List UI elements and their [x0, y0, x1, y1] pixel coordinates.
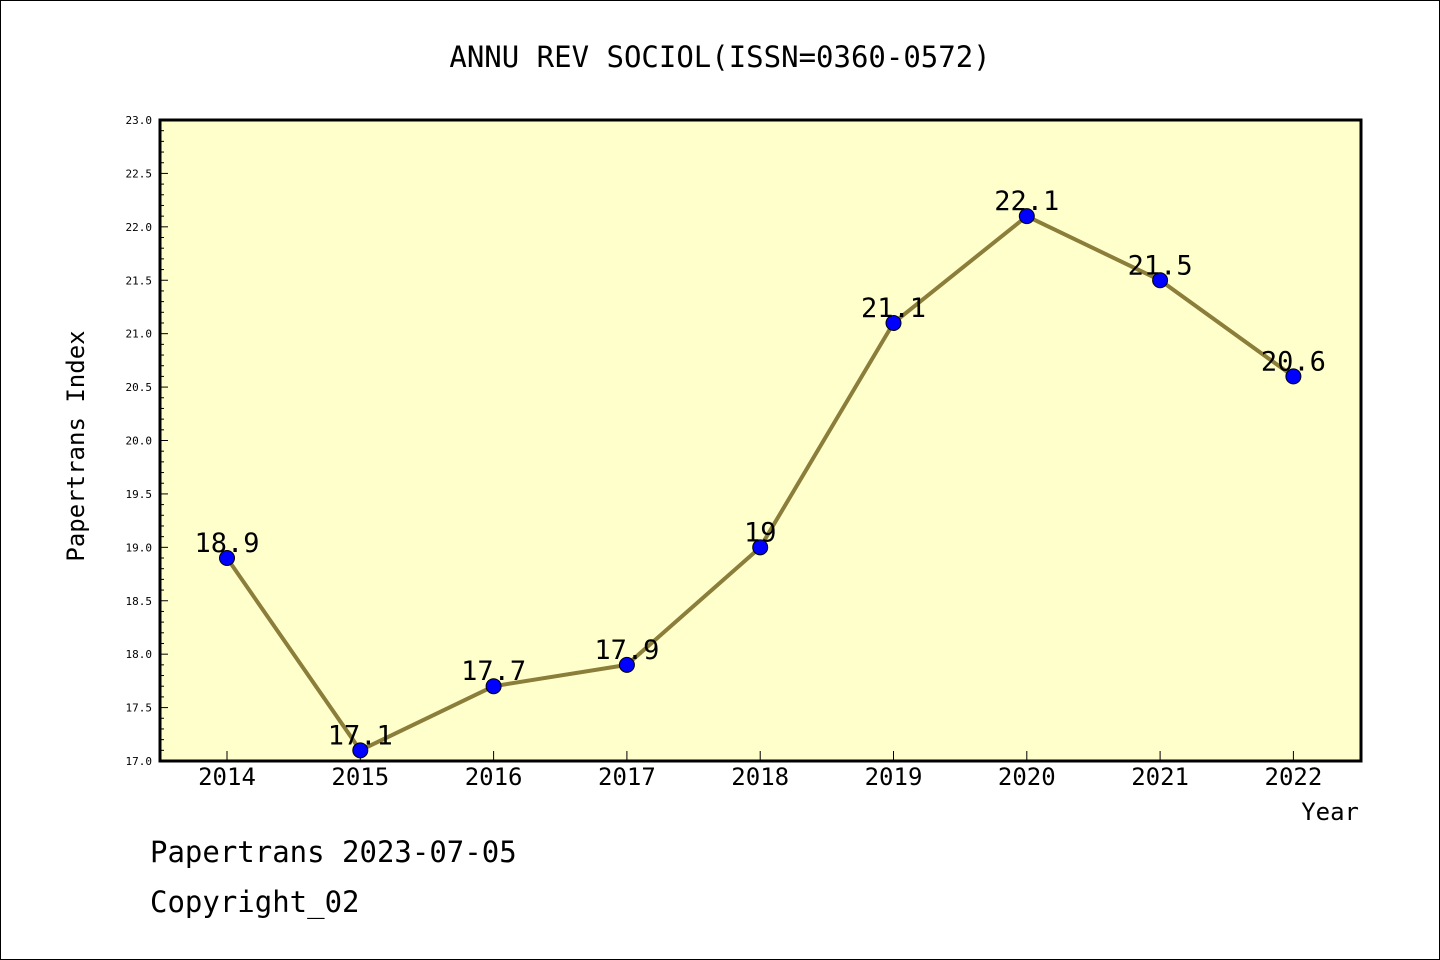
data-label: 19: [744, 517, 777, 548]
data-point: [219, 550, 235, 567]
y-tick-label: 17.5: [126, 702, 153, 715]
x-tick-label: 2018: [731, 763, 789, 791]
data-label: 22.1: [994, 186, 1059, 217]
data-point: [352, 742, 369, 759]
x-tick-label: 2020: [998, 763, 1056, 791]
y-axis-label: Papertrans Index: [62, 330, 90, 561]
y-tick-label: 23.0: [126, 114, 153, 127]
data-point: [485, 678, 502, 695]
plot-area: [160, 120, 1361, 761]
data-label: 17.1: [328, 720, 393, 751]
y-tick-label: 19.0: [126, 541, 153, 554]
y-tick-label: 20.5: [126, 381, 153, 394]
data-label: 21.5: [1128, 250, 1193, 281]
x-tick-label: 2014: [198, 763, 256, 791]
chart-title: ANNU REV SOCIOL(ISSN=0360-0572): [449, 40, 990, 74]
data-point: [1285, 368, 1302, 385]
data-markers: [219, 208, 1302, 759]
x-tick-label: 2015: [331, 763, 389, 791]
data-point: [618, 656, 635, 673]
y-tick-label: 18.0: [126, 648, 153, 661]
y-tick-label: 17.0: [126, 755, 153, 768]
y-tick-label: 19.5: [126, 488, 153, 501]
data-label: 21.1: [861, 293, 926, 324]
y-tick-label: 22.5: [126, 167, 153, 180]
x-tick-label: 2021: [1131, 763, 1189, 791]
data-label: 17.9: [594, 635, 659, 666]
source-date-text: Papertrans 2023-07-05: [150, 835, 517, 869]
x-tick-label: 2017: [598, 763, 656, 791]
data-label: 17.7: [461, 656, 526, 687]
copyright-text: Copyright_02: [150, 885, 360, 919]
y-tick-label: 21.0: [126, 328, 153, 341]
data-label: 18.9: [194, 528, 259, 559]
x-tick-label: 2019: [865, 763, 923, 791]
data-point: [885, 314, 902, 331]
data-label: 20.6: [1261, 346, 1326, 377]
plot-border: [158, 118, 1363, 763]
y-axis-ticks: 17.0 17.5 18.0 18.5 19.0 19.5 20.0 20.5 21.0 21.5…: [126, 114, 168, 768]
y-tick-label: 20.0: [126, 435, 153, 448]
data-point: [1018, 208, 1035, 225]
data-point: [752, 539, 769, 556]
y-tick-label: 18.5: [126, 595, 153, 608]
x-axis-label: Year: [1301, 798, 1359, 826]
x-axis-ticks: 2014 2015 2016 2017 2018 2019 2020 2021 2022: [198, 751, 1322, 791]
x-tick-label: 2016: [465, 763, 523, 791]
y-tick-label: 21.5: [126, 274, 153, 287]
x-tick-label: 2022: [1265, 763, 1323, 791]
data-point: [1152, 272, 1169, 289]
data-labels: 18.9 17.1 17.7 17.9 19 21.1 22.1 21.5 20.6: [194, 186, 1325, 751]
y-tick-label: 22.0: [126, 221, 153, 234]
